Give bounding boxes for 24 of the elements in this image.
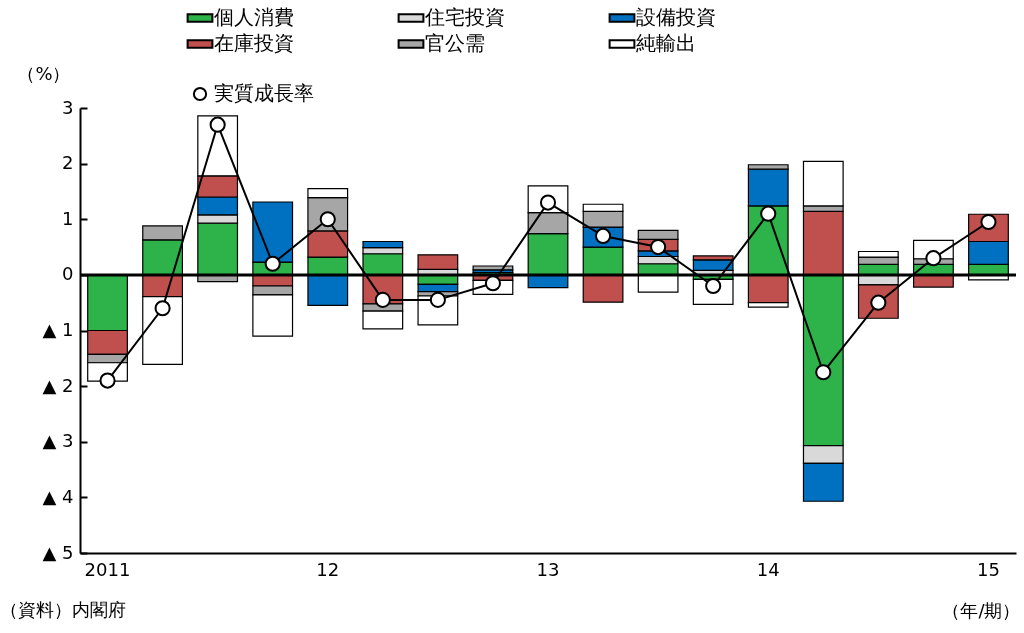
x-tick-label: 12 <box>316 558 340 580</box>
y-tick-label: ▲ 2 <box>42 374 74 396</box>
legend-label: 個人消費 <box>214 5 294 29</box>
y-tick-label: ▲ 4 <box>42 485 74 507</box>
x-tick-label: 13 <box>536 558 560 580</box>
y-tick-label: ▲ 3 <box>42 430 74 452</box>
x-tick-label: 14 <box>756 558 780 580</box>
legend-label: 在庫投資 <box>214 31 294 55</box>
x-axis-title: （年/期） <box>942 599 1021 621</box>
y-axis-title: （%） <box>17 62 71 84</box>
legend-label: 設備投資 <box>636 5 716 29</box>
y-tick-label: ▲ 1 <box>42 319 74 340</box>
x-tick-label: 2011 <box>84 558 131 580</box>
y-tick-label: 0 <box>62 263 74 285</box>
legend-label: 実質成長率 <box>214 81 314 105</box>
y-tick-label: ▲ 5 <box>42 541 74 563</box>
legend-label: 住宅投資 <box>424 5 505 29</box>
y-tick-label: 2 <box>62 152 74 174</box>
x-tick-label: 15 <box>977 558 1000 580</box>
y-tick-label: 1 <box>62 207 74 229</box>
legend-label: 純輸出 <box>636 31 696 55</box>
legend-label: 官公需 <box>425 31 485 55</box>
text: （資料）内閣府 <box>0 599 126 620</box>
y-tick-label: 3 <box>62 96 74 118</box>
